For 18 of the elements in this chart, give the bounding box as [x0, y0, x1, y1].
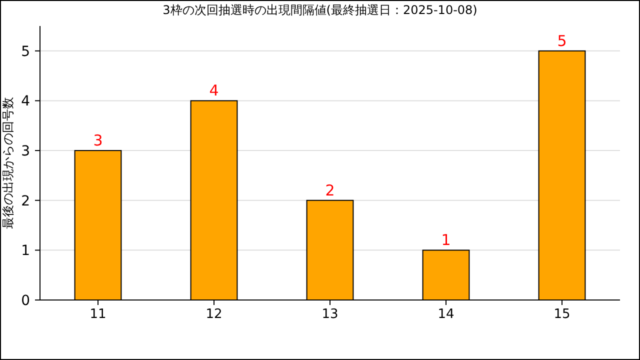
data-label: 3 [93, 132, 103, 150]
y-tick-label: 5 [21, 44, 30, 60]
y-axis-title: 最後の出現からの回号数 [1, 97, 15, 229]
y-tick-label: 1 [21, 243, 30, 260]
x-tick-label: 14 [438, 307, 454, 322]
x-tick-label: 15 [554, 307, 570, 322]
data-label: 1 [441, 231, 451, 250]
x-tick-label: 13 [322, 307, 338, 322]
data-label: 5 [557, 32, 567, 50]
y-tick-label: 4 [21, 94, 30, 110]
data-label: 4 [209, 82, 219, 100]
chart-title: 3枠の次回抽選時の出現間隔値(最終抽選日：2025-10-08) [162, 3, 478, 17]
y-tick-label: 0 [21, 292, 30, 309]
y-tick-label: 3 [21, 143, 30, 160]
x-tick-label: 12 [206, 307, 222, 322]
x-tick-label: 11 [90, 307, 106, 322]
y-tick-label: 2 [21, 193, 30, 210]
data-label: 2 [325, 181, 335, 200]
